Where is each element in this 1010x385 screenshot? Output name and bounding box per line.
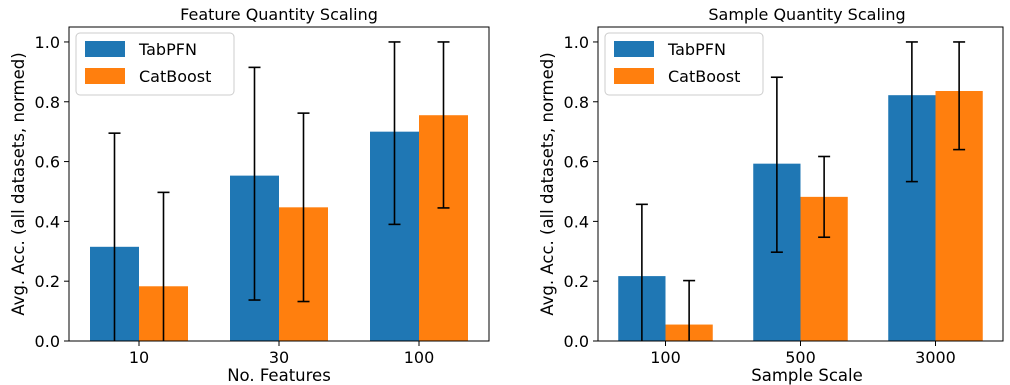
y-axis-label: Avg. Acc. (all datasets, normed) (538, 52, 557, 315)
x-tick-label: 100 (650, 348, 681, 367)
errorbar-tabpfn-30 (248, 66, 261, 301)
chart-title: Sample Quantity Scaling (708, 5, 905, 24)
y-tick-label: 0.6 (564, 153, 589, 172)
chart-title: Feature Quantity Scaling (180, 5, 378, 24)
errorbar-catboost-100 (683, 279, 696, 341)
legend-label-tabpfn: TabPFN (138, 40, 197, 59)
y-tick-label: 0.2 (35, 272, 60, 291)
errorbar-tabpfn-10 (108, 132, 121, 341)
y-tick-label: 0.0 (564, 332, 589, 351)
y-tick-label: 1.0 (564, 33, 589, 52)
x-tick-label: 100 (404, 348, 435, 367)
errorbar-tabpfn-500 (770, 76, 783, 253)
legend-label-tabpfn: TabPFN (667, 40, 726, 59)
y-tick-label: 0.2 (564, 272, 589, 291)
chart-panel-feature-scaling: Feature Quantity Scaling 0.0 0.2 0.4 0.6 0.8 1… (9, 5, 490, 385)
errorbar-catboost-100 (437, 41, 450, 209)
legend-swatch-catboost (614, 68, 654, 84)
y-tick-label: 0.8 (564, 93, 589, 112)
x-axis-label: Sample Scale (751, 366, 863, 385)
y-tick-label: 1.0 (35, 33, 60, 52)
errorbar-catboost-10 (157, 191, 170, 341)
x-tick-label: 10 (129, 348, 149, 367)
errorbar-catboost-30 (297, 112, 310, 303)
x-axis-label: No. Features (227, 366, 331, 385)
chart-panel-sample-scaling: Sample Quantity Scaling 0.0 0.2 0.4 0.6 0.8 1.… (538, 5, 1004, 385)
legend-swatch-tabpfn (85, 41, 125, 57)
x-tick-label: 30 (269, 348, 289, 367)
y-tick-label: 0.6 (35, 153, 60, 172)
x-tick-label: 500 (785, 348, 816, 367)
legend-swatch-catboost (85, 68, 125, 84)
errorbar-tabpfn-100 (635, 203, 648, 341)
legend-swatch-tabpfn (614, 41, 654, 57)
errorbar-tabpfn-100 (388, 41, 401, 226)
x-tick-label: 3000 (915, 348, 956, 367)
legend: TabPFN CatBoost (75, 32, 235, 96)
legend: TabPFN CatBoost (604, 32, 764, 96)
errorbar-catboost-3000 (953, 41, 966, 151)
errorbar-tabpfn-3000 (905, 41, 918, 183)
legend-label-catboost: CatBoost (668, 67, 740, 86)
legend-label-catboost: CatBoost (139, 67, 211, 86)
y-tick-label: 0.0 (35, 332, 60, 351)
y-tick-label: 0.8 (35, 93, 60, 112)
y-axis-label: Avg. Acc. (all datasets, normed) (9, 52, 28, 315)
y-tick-label: 0.4 (564, 212, 589, 231)
errorbar-catboost-500 (818, 155, 831, 239)
y-tick-label: 0.4 (35, 212, 60, 231)
